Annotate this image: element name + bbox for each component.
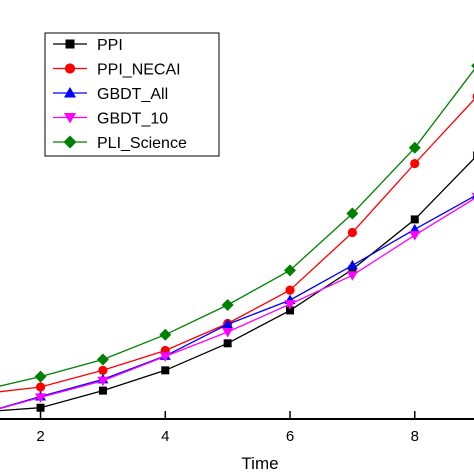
data-point xyxy=(35,393,47,403)
data-point xyxy=(98,365,108,375)
legend-marker xyxy=(64,113,76,124)
data-point xyxy=(286,306,295,315)
x-axis-label: Time xyxy=(241,454,278,473)
data-point xyxy=(222,318,234,329)
series-line xyxy=(0,157,474,412)
data-point xyxy=(221,299,234,312)
data-point xyxy=(410,215,419,224)
legend: PPI PPI_NECAI GBDT_All GBDT_10 PLI_Science xyxy=(44,32,220,157)
data-point xyxy=(471,62,474,69)
data-point xyxy=(285,285,295,295)
data-point xyxy=(284,300,296,310)
data-point xyxy=(346,207,359,220)
legend-label: GBDT_10 xyxy=(97,111,168,128)
data-point xyxy=(410,158,420,169)
data-point xyxy=(347,227,357,238)
data-point xyxy=(223,339,232,348)
data-point xyxy=(222,328,234,338)
data-point xyxy=(96,353,109,366)
data-point xyxy=(348,265,357,274)
x-tick-label: 4 xyxy=(161,428,169,445)
x-tick-label: 2 xyxy=(36,428,44,445)
series-gbdt-all xyxy=(0,194,474,409)
legend-marker xyxy=(65,39,75,49)
data-point xyxy=(346,271,358,281)
data-point xyxy=(284,264,297,277)
legend-label: GBDT_All xyxy=(97,86,168,103)
data-point xyxy=(98,386,107,395)
data-point xyxy=(34,370,47,383)
series-line xyxy=(0,195,474,409)
data-point xyxy=(409,231,421,241)
legend-marker xyxy=(63,135,77,149)
legend-label: PLI_Science xyxy=(97,135,187,152)
x-ticks: 2 4 6 8 xyxy=(36,411,419,445)
data-point xyxy=(159,328,172,341)
data-point xyxy=(161,366,170,375)
legend-marker xyxy=(64,63,76,74)
data-point xyxy=(409,223,421,234)
data-point xyxy=(408,141,421,154)
x-tick-label: 6 xyxy=(286,428,294,445)
data-point xyxy=(159,352,171,362)
legend-label: PPI_NECAI xyxy=(97,62,181,79)
legend-marker xyxy=(64,87,76,98)
series-ppi xyxy=(0,151,474,412)
data-point xyxy=(471,194,474,199)
data-point xyxy=(35,382,46,392)
data-point xyxy=(346,259,358,270)
legend-entry: PLI_Science xyxy=(53,135,187,152)
data-point xyxy=(36,403,45,412)
x-tick-label: 8 xyxy=(411,428,419,445)
data-point xyxy=(97,376,109,387)
legend-entry: PPI xyxy=(53,37,123,54)
series-pli-science xyxy=(0,62,474,387)
legend-entry: GBDT_All xyxy=(53,86,168,103)
legend-entry: PPI_NECAI xyxy=(53,62,181,79)
series-gbdt-10 xyxy=(0,192,474,410)
series-layer xyxy=(0,62,474,412)
legend-label: PPI xyxy=(97,37,123,54)
legend-entry: GBDT_10 xyxy=(53,111,168,128)
data-point xyxy=(471,192,474,197)
